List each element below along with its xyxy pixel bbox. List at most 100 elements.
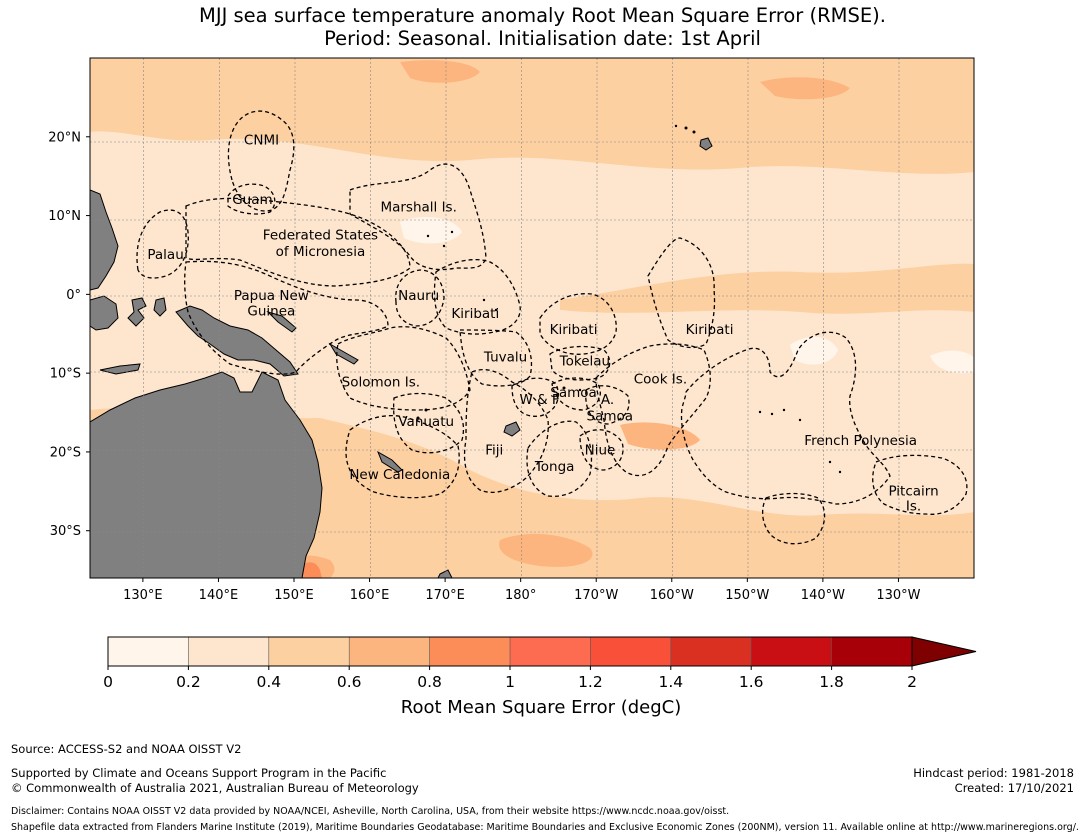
region-label: Federated States (263, 227, 378, 243)
title-line-1: MJJ sea surface temperature anomaly Root… (199, 4, 886, 27)
source-text: Source: ACCESS-S2 and NOAA OISST V2 (11, 742, 242, 756)
region-label: W & F (519, 392, 559, 408)
region-label: Vanuatu (398, 414, 454, 430)
colorbar-tick-label: 2 (907, 673, 917, 691)
hindcast-text: Hindcast period: 1981-2018 (913, 766, 1074, 780)
colorbar-segment (831, 636, 913, 667)
region-label: A. (601, 392, 614, 408)
region-label: of Micronesia (276, 244, 366, 260)
small-islands (416, 124, 842, 474)
colorbar-segment (188, 636, 270, 667)
title-line-2: Period: Seasonal. Initialisation date: 1… (324, 27, 761, 50)
supported-text: Supported by Climate and Oceans Support … (11, 766, 387, 780)
eez-niue (579, 429, 624, 471)
ocean-light-patch-3 (930, 350, 974, 374)
region-label: Kiribati (686, 322, 734, 338)
shapefile-text: Shapefile data extracted from Flanders M… (11, 822, 1079, 833)
region-label: Guinea (247, 304, 295, 320)
colorbar-segment (509, 636, 592, 667)
hawaii-landmass (699, 137, 713, 151)
eez-boundaries (136, 110, 968, 545)
lon-tick-label: 170°W (574, 588, 618, 603)
map-frame (89, 57, 975, 579)
colorbar-segment (590, 636, 672, 667)
region-label: Samoa (587, 408, 634, 424)
lat-tick-label: 30°S (50, 524, 81, 539)
eez-palau (136, 209, 189, 279)
ocean-light-patch-1 (790, 336, 838, 365)
region-label: French Polynesia (804, 433, 917, 449)
borneo-landmass (90, 295, 119, 331)
chart-title: MJJ sea surface temperature anomaly Root… (0, 4, 1085, 50)
lon-tick-label: 150°W (725, 588, 769, 603)
region-labels: CNMI Guam Palau Marshall Is.Federated State… (147, 133, 938, 515)
eez-solomon (336, 326, 471, 411)
eez-american-samoa (585, 385, 630, 425)
colorbar-tick-label: 1.2 (578, 673, 603, 691)
region-label: New Caledonia (349, 467, 450, 483)
lon-tick-label: 140°W (801, 588, 845, 603)
colorbar-tick-label: 0.4 (256, 673, 281, 691)
eez-cnmi (227, 110, 295, 212)
ocean-band-north (90, 58, 974, 174)
region-label: Tonga (534, 459, 575, 475)
ocean-light-patch-2 (400, 217, 462, 244)
lon-tick-label: 140°E (199, 588, 239, 603)
colorbar-title: Root Mean Square Error (degC) (401, 697, 682, 718)
ocean-warm-patch-2 (499, 533, 593, 567)
region-label: Papua New (234, 288, 309, 304)
eez-kiribati-line (647, 237, 716, 349)
region-label: Kiribati (451, 306, 499, 322)
region-label: Solomon Is. (342, 375, 420, 391)
eez-kiribati-gilbert (433, 258, 521, 335)
lon-tick-label: 160°W (650, 588, 694, 603)
eez-png (184, 260, 389, 375)
eez-pitcairn-west (761, 492, 826, 545)
nz-north-tip-landmass (437, 569, 453, 578)
colorbar-extend-arrow (911, 636, 977, 667)
australia-landmass (90, 371, 323, 578)
region-label: Fiji (485, 442, 503, 458)
ocean-warm-patch-3 (400, 60, 480, 83)
eez-nauru (395, 269, 445, 327)
colorbar-segment (429, 636, 511, 667)
eez-fsm (185, 197, 411, 287)
region-label: CNMI (244, 133, 279, 149)
region-label: Niue (585, 442, 616, 458)
region-label: Marshall Is. (380, 200, 456, 216)
eez-kiribati-phoenix (539, 293, 617, 355)
ocean-warm-patch-4 (760, 77, 850, 100)
lon-tick-label: 150°E (274, 588, 314, 603)
created-text: Created: 17/10/2021 (954, 781, 1074, 795)
new-guinea-landmass (175, 305, 299, 377)
ocean-band-equatorial (560, 263, 974, 314)
colorbar-segment (750, 636, 833, 667)
ocean-warm-patch-5 (620, 422, 700, 450)
colorbar-tick-label: 1.6 (739, 673, 764, 691)
colorbar-segment (670, 636, 752, 667)
region-label: Tuvalu (483, 349, 527, 365)
colorbar-tick-label: 0.2 (176, 673, 201, 691)
lat-tick-label: 20°S (50, 445, 81, 460)
lat-tick-label: 0° (66, 288, 81, 303)
lon-tick-label: 180° (505, 588, 536, 603)
lon-tick-label: 170°E (425, 588, 465, 603)
disclaimer-text: Disclaimer: Contains NOAA OISST V2 data … (11, 806, 730, 817)
gridlines (90, 58, 974, 578)
new-ireland-landmass (266, 310, 297, 333)
map-area (90, 58, 974, 578)
eez-vanuatu (392, 392, 465, 454)
lon-tick-label: 130°E (123, 588, 163, 603)
colorbar-segment (107, 636, 190, 667)
colorbar-tick-label: 0.8 (417, 673, 442, 691)
region-label: Is. (906, 498, 921, 514)
eez-french-polynesia (680, 331, 891, 505)
colorbar-tick-label: 1.4 (658, 673, 683, 691)
eez-tuvalu (459, 329, 533, 387)
region-label: Cook Is. (634, 371, 687, 387)
eez-tonga (526, 420, 593, 497)
colorbar-segment (268, 636, 350, 667)
colorbar-tick-label: 0 (103, 673, 113, 691)
eez-guam (227, 183, 276, 215)
